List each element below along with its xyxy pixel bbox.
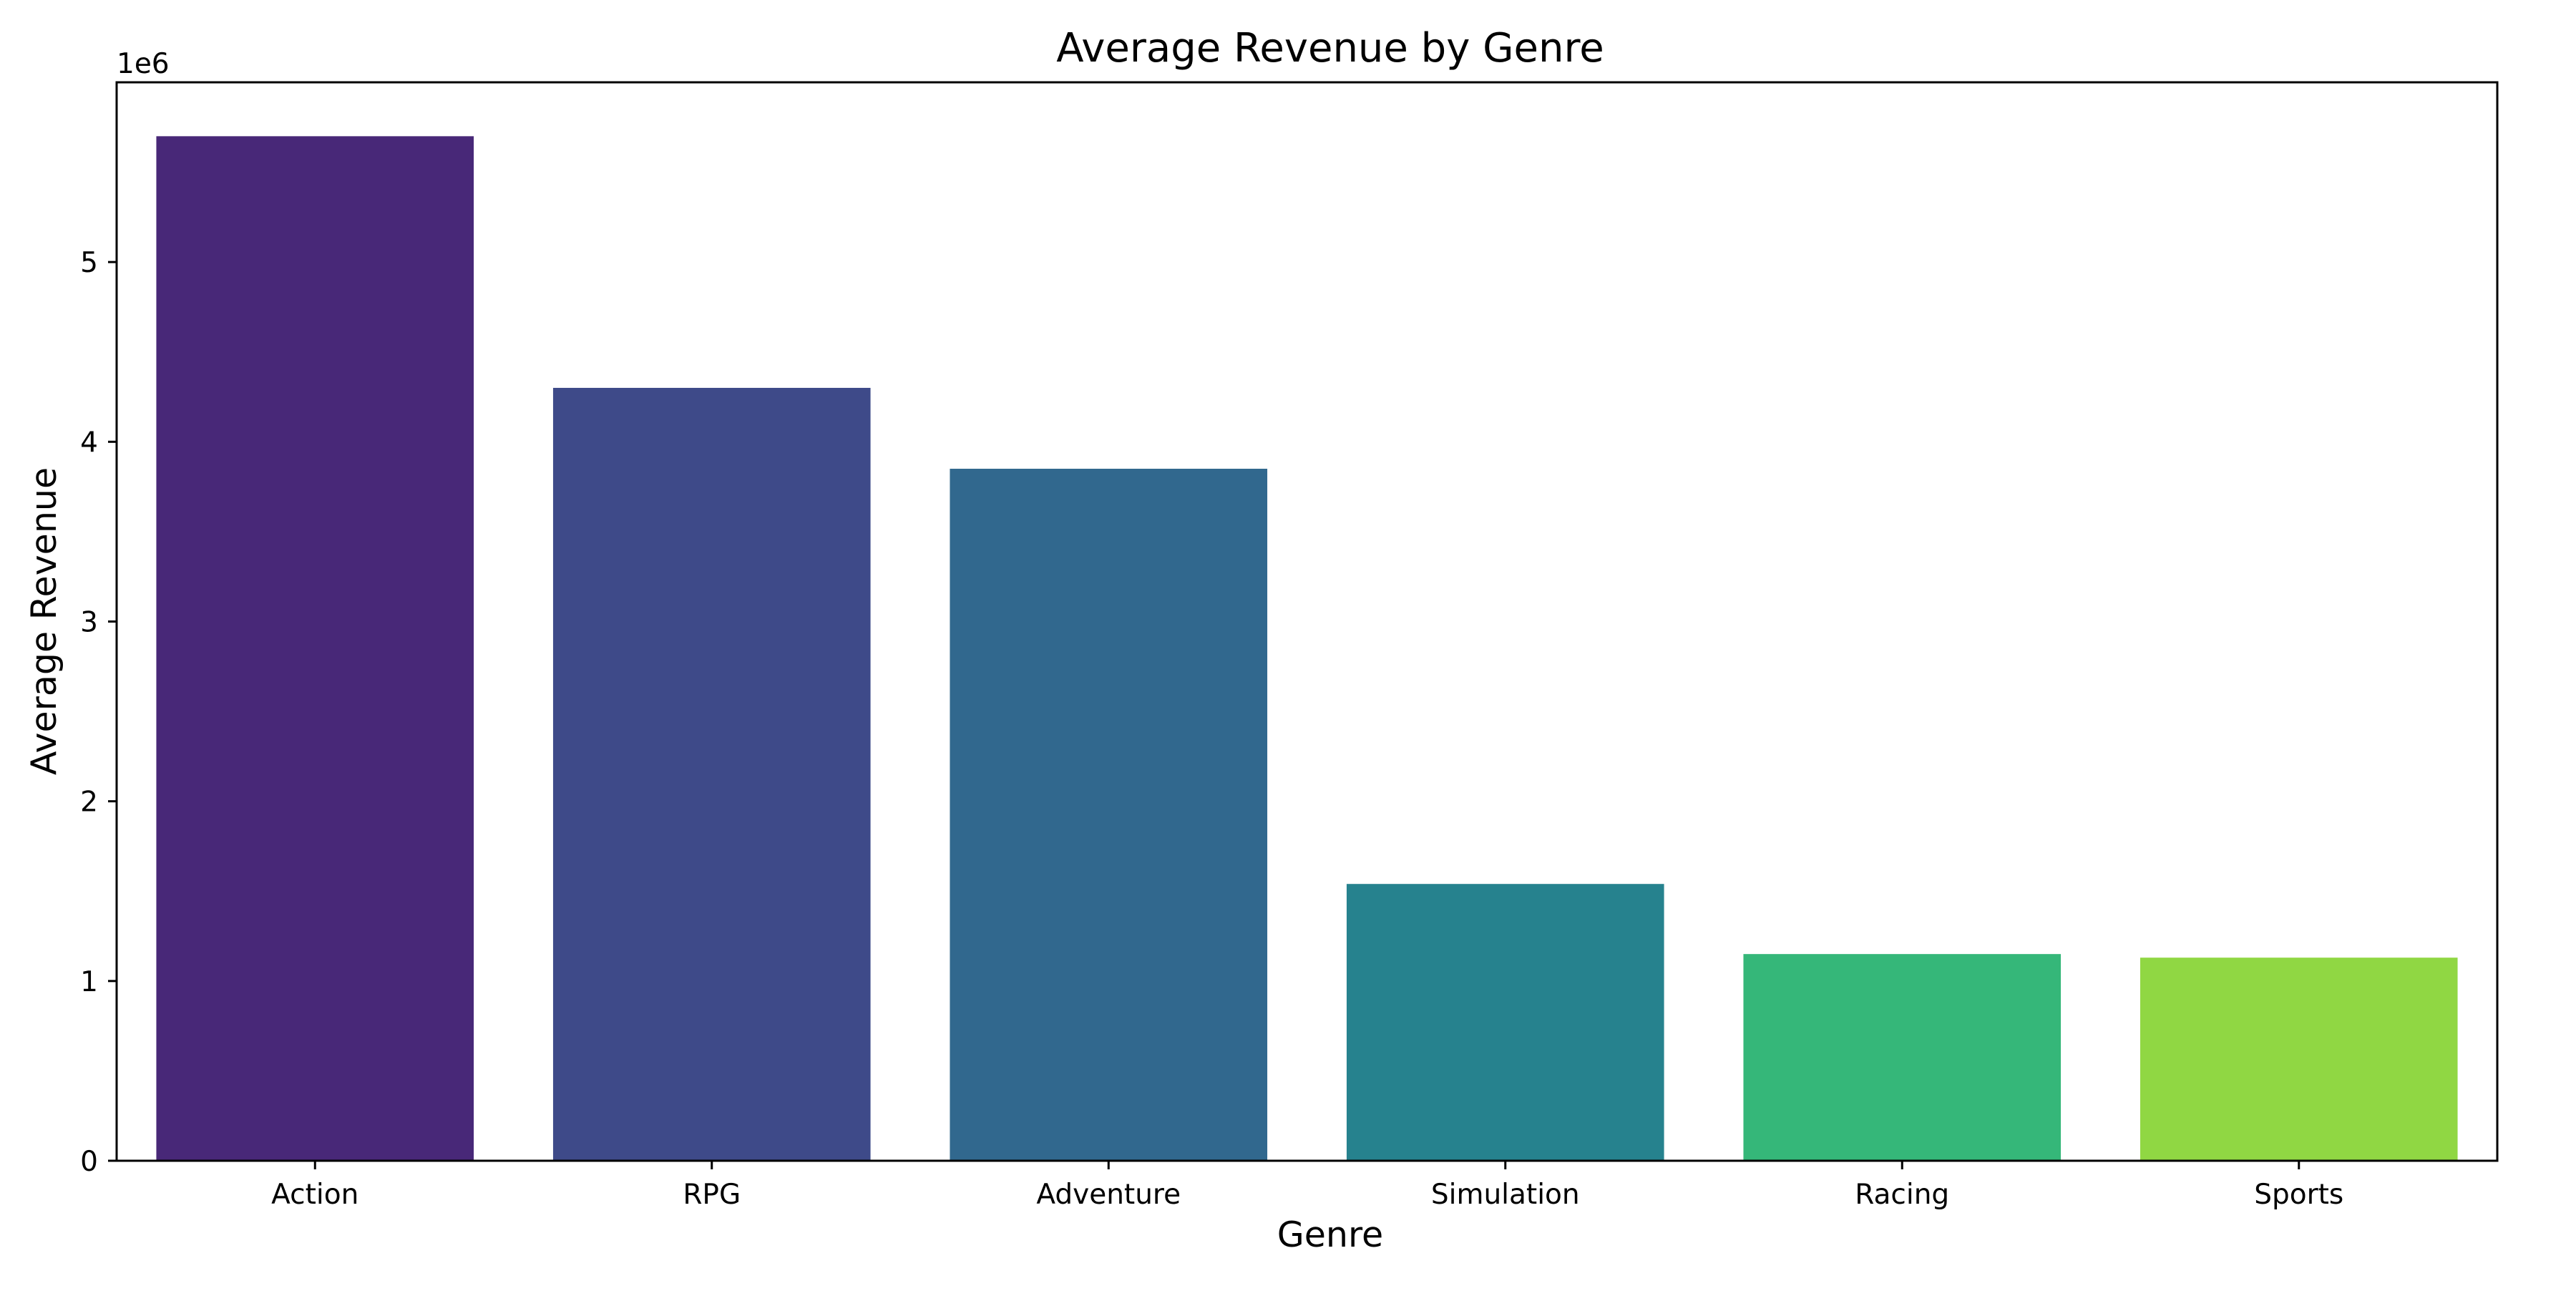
x-axis-label: Genre <box>1277 1214 1383 1255</box>
y-axis-label: Average Revenue <box>24 467 64 775</box>
bar-racing <box>1743 954 2062 1161</box>
bar-rpg <box>552 387 871 1161</box>
y-tick-label: 2 <box>80 786 98 819</box>
bars-layer <box>156 136 2458 1161</box>
x-tick-label: Adventure <box>1036 1179 1181 1211</box>
bar-sports <box>2140 958 2458 1161</box>
x-tick-label: Racing <box>1855 1179 1949 1211</box>
bar-adventure <box>950 469 1268 1161</box>
y-tick-label: 5 <box>80 247 98 279</box>
x-tick-label: Sports <box>2254 1179 2343 1211</box>
y-tick-label: 0 <box>80 1146 98 1178</box>
y-tick-label: 4 <box>80 427 98 459</box>
y-offset-label: 1e6 <box>117 48 170 80</box>
bar-action <box>156 136 474 1161</box>
bar-simulation <box>1346 884 1664 1161</box>
x-tick-label: Action <box>271 1179 358 1211</box>
x-tick-label: RPG <box>683 1179 741 1211</box>
plot-frame <box>115 81 2499 1162</box>
y-tick-label: 1 <box>80 966 98 998</box>
y-ticks-layer: 0 1 2 3 4 5 <box>80 247 117 1178</box>
x-tick-label: Simulation <box>1431 1179 1580 1211</box>
x-ticks-layer: Action RPG Adventure Simulation Racing Sports <box>271 1161 2343 1211</box>
y-tick-label: 3 <box>80 607 98 639</box>
chart-title: Average Revenue by Genre <box>1056 25 1604 72</box>
